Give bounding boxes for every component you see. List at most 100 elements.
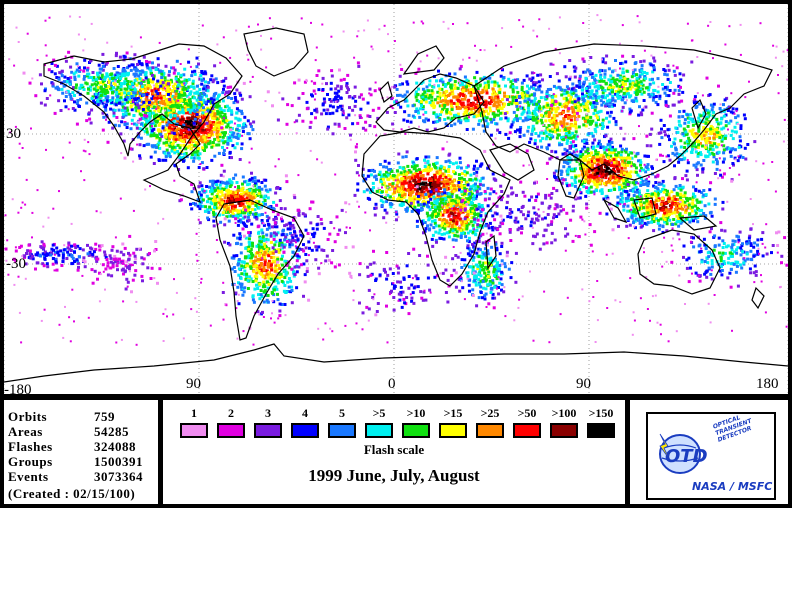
flash-density-cell <box>213 112 217 116</box>
flash-density-cell <box>528 140 532 144</box>
flash-density-cell <box>261 310 264 314</box>
flash-density-cell <box>162 100 166 104</box>
flash-density-cell <box>508 131 512 135</box>
flash-density-cell <box>135 101 139 105</box>
flash-density-cell <box>221 139 225 143</box>
flash-density-cell <box>178 134 182 138</box>
flash-density-cell <box>403 180 407 184</box>
flash-density-cell <box>194 150 198 154</box>
flash-density-cell <box>92 87 96 91</box>
flash-density-cell <box>140 87 144 91</box>
flash-density-cell <box>206 98 210 102</box>
flash-density-cell <box>86 66 90 70</box>
flash-density-cell <box>198 119 202 123</box>
flash-density-cell <box>595 116 599 120</box>
flash-density-cell <box>568 151 572 155</box>
flash-density-cell <box>466 99 470 103</box>
flash-density-cell <box>119 92 123 95</box>
flash-density-cell <box>145 100 149 103</box>
flash-density-cell <box>227 214 231 218</box>
flash-density-cell <box>157 123 161 127</box>
flash-density-cell <box>566 102 569 106</box>
flash-density-cell <box>550 149 554 153</box>
flash-density-cell <box>218 202 222 206</box>
flash-density-cell <box>469 111 473 115</box>
flash-density-cell <box>510 102 514 106</box>
flash-density-cell <box>559 112 563 116</box>
flash-density-cell <box>432 120 436 124</box>
flash-density-cell <box>226 141 230 145</box>
flash-density-cell <box>232 254 236 258</box>
flash-density-cell <box>464 108 468 111</box>
flash-density-cell <box>178 93 182 97</box>
flash-density-cell <box>463 198 467 202</box>
flash-density-cell <box>163 76 167 80</box>
flash-density-cell <box>571 108 575 112</box>
flash-density-cell <box>458 67 462 71</box>
flash-density-cell <box>528 101 532 105</box>
flash-density-cell <box>247 254 251 258</box>
flash-density-cell <box>531 127 535 131</box>
flash-density-cell <box>165 123 169 127</box>
flash-density-cell <box>518 101 522 105</box>
flash-density-cell <box>104 96 108 100</box>
flash-density-cell <box>172 116 176 120</box>
flash-density-cell <box>187 135 191 139</box>
flash-density-cell <box>96 81 100 85</box>
flash-density-cell <box>484 224 488 228</box>
flash-density-cell <box>277 244 281 248</box>
flash-density-cell <box>226 123 230 127</box>
flash-density-cell <box>382 216 386 220</box>
flash-density-cell <box>257 293 260 297</box>
flash-density-cell <box>195 65 199 69</box>
flash-density-cell <box>425 203 429 207</box>
flash-density-cell <box>138 154 142 158</box>
flash-density-cell <box>584 102 588 106</box>
flash-density-cell <box>231 192 235 195</box>
flash-density-cell <box>226 109 230 112</box>
flash-density-cell <box>421 219 425 223</box>
flash-density-cell <box>475 70 479 74</box>
flash-density-cell <box>567 136 571 140</box>
flash-density-cell <box>249 265 253 269</box>
flash-density-cell <box>159 132 163 136</box>
flash-density-cell <box>137 120 141 124</box>
flash-density-cell <box>174 75 178 79</box>
flash-density-cell <box>215 117 219 121</box>
flash-density-cell <box>176 117 180 121</box>
flash-density-cell <box>205 135 209 139</box>
flash-density-cell <box>212 123 216 126</box>
flash-density-cell <box>498 131 502 134</box>
flash-density-cell <box>171 85 175 88</box>
flash-density-cell <box>429 185 433 189</box>
flash-density-cell <box>258 185 261 189</box>
flash-density-cell <box>521 119 525 123</box>
flash-density-cell <box>457 173 461 177</box>
flash-density-cell <box>126 100 130 104</box>
lightning-map[interactable]: 30 -30 -180 90 0 90 180 <box>4 4 788 394</box>
flash-density-cell <box>183 129 187 133</box>
flash-density-cell <box>152 127 156 131</box>
flash-density-cell <box>405 209 409 213</box>
flash-density-cell <box>509 85 513 89</box>
flash-density-cell <box>539 139 543 143</box>
flash-density-cell <box>567 100 571 104</box>
flash-density-cell <box>257 213 261 217</box>
flash-density-cell <box>414 175 417 179</box>
flash-density-cell <box>266 265 270 269</box>
flash-density-cell <box>555 107 559 111</box>
flash-density-cell <box>417 203 421 207</box>
flash-density-cell <box>431 244 435 248</box>
flash-density-cell <box>212 108 216 112</box>
flash-density-cell <box>462 89 465 93</box>
flash-density-cell <box>184 151 188 155</box>
flash-density-cell <box>266 300 270 304</box>
flash-density-cell <box>202 117 205 121</box>
flash-density-cell <box>99 86 103 90</box>
flash-density-cell <box>104 105 108 109</box>
flash-density-cell <box>449 88 453 92</box>
flash-density-cell <box>458 94 462 98</box>
flash-density-cell <box>476 207 480 211</box>
flash-density-cell <box>409 201 413 205</box>
flash-density-cell <box>146 78 150 82</box>
